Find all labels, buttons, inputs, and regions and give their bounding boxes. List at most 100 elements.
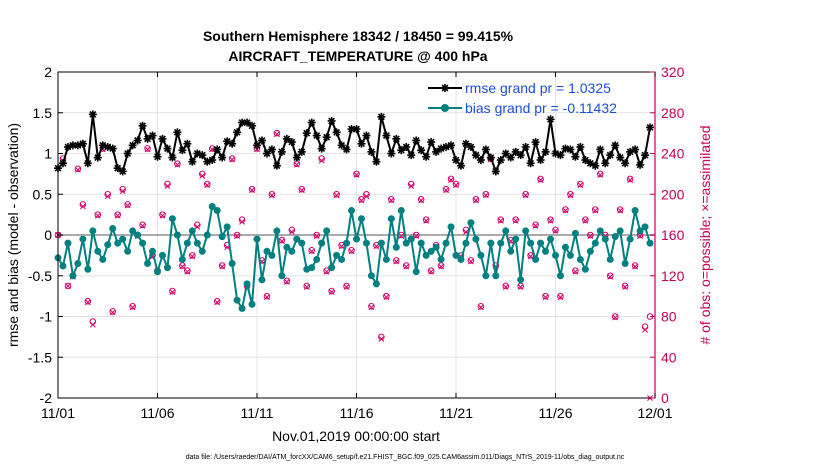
obs-assimilated-stroke (353, 171, 360, 178)
bias-point (581, 265, 589, 273)
bias-point (129, 227, 137, 235)
bias-point (636, 227, 644, 235)
obs-assimilated-stroke (249, 187, 255, 194)
rmse-point-stroke (537, 156, 545, 164)
bias-point (293, 235, 301, 243)
obs-assimilated-point (632, 263, 639, 270)
bias-point (621, 260, 629, 268)
data-file-footer: data file: /Users/raeder/DAI/ATM_forcXX/… (186, 454, 625, 461)
rmse-point-stroke (233, 128, 241, 136)
bias-point (353, 235, 360, 243)
rmse-point-stroke (109, 145, 117, 153)
bias-point (547, 235, 555, 243)
obs-assimilated-point (637, 233, 644, 239)
obs-assimilated-point (109, 309, 116, 316)
rmse-point-stroke (477, 156, 485, 164)
rmse-point-stroke (596, 145, 604, 153)
obs-possible-point (283, 277, 291, 285)
bias-point (452, 251, 460, 259)
y-right-tick-label: 320 (661, 64, 685, 80)
obs-possible-point (353, 170, 360, 178)
rmse-point-stroke (392, 135, 400, 143)
rmse-point (521, 142, 530, 151)
bias-point (308, 264, 316, 272)
bias-point (487, 239, 495, 247)
rmse-point (397, 146, 406, 155)
rmse-point-stroke (183, 140, 191, 148)
obs-assimilated-stroke (567, 192, 574, 199)
obs-assimilated-stroke (234, 233, 241, 239)
rmse-point-stroke (507, 154, 515, 162)
obs-assimilated-point (239, 218, 246, 225)
bias-point (323, 227, 331, 235)
rmse-point-stroke (457, 162, 465, 170)
obs-possible-point (64, 282, 72, 290)
obs-assimilated-point (577, 182, 584, 189)
obs-possible-point (422, 216, 430, 224)
obs-possible-point (592, 206, 599, 213)
obs-assimilated-point (104, 193, 111, 200)
obs-possible-point (139, 221, 146, 229)
obs-possible-point (248, 185, 256, 193)
rmse-point (277, 147, 286, 156)
rmse-point (506, 153, 515, 162)
obs-assimilated-stroke (333, 192, 340, 199)
obs-assimilated-point (74, 166, 81, 173)
obs-assimilated-stroke (159, 212, 166, 219)
rmse-point-stroke (482, 145, 490, 153)
rmse-point (596, 145, 605, 154)
bias-point (606, 255, 614, 263)
obs-assimilated-point (353, 171, 360, 178)
rmse-point-stroke (134, 137, 142, 144)
rmse-point-stroke (149, 132, 156, 140)
bias-point (626, 235, 634, 243)
rmse-point (297, 147, 306, 156)
bias-point (387, 215, 395, 223)
obs-possible-point (577, 180, 584, 188)
obs-assimilated-point (512, 217, 519, 224)
obs-possible-point (537, 175, 544, 183)
y-right-tick-label: 200 (661, 186, 685, 202)
bias-point (407, 235, 415, 243)
obs-assimilated-point (268, 192, 275, 199)
obs-assimilated-point (194, 223, 201, 230)
obs-possible-point (572, 267, 579, 274)
obs-possible-point (383, 292, 390, 300)
rmse-point (646, 123, 655, 132)
obs-assimilated-point (408, 183, 415, 190)
bias-point (437, 255, 445, 263)
obs-assimilated-point (418, 197, 425, 204)
bias-point (278, 272, 286, 280)
rmse-point-stroke (288, 138, 296, 146)
obs-possible-point (497, 216, 505, 224)
rmse-point-stroke (497, 156, 505, 164)
obs-assimilated-point (124, 202, 131, 209)
rmse-point (78, 139, 87, 148)
obs-assimilated-stroke (438, 263, 445, 270)
obs-assimilated-point (482, 192, 489, 199)
rmse-point (188, 157, 197, 166)
y-left-tick-label: -2 (40, 390, 53, 406)
obs-assimilated-stroke (318, 157, 325, 164)
rmse-point-stroke (512, 148, 520, 156)
y-left-tick-label: 0 (44, 227, 52, 243)
obs-assimilated-point (283, 278, 290, 285)
rmse-point-stroke (492, 167, 500, 175)
rmse-point (178, 146, 187, 155)
obs-assimilated-stroke (537, 177, 544, 183)
rmse-point-stroke (159, 135, 166, 143)
obs-assimilated-stroke (453, 182, 459, 189)
rmse-point-stroke (198, 151, 206, 159)
bias-point (348, 207, 356, 215)
rmse-point (476, 156, 485, 165)
obs-assimilated-point (288, 228, 295, 235)
bias-point (631, 207, 639, 215)
obs-possible-point (447, 175, 455, 183)
obs-assimilated-stroke (552, 227, 559, 234)
rmse-point (367, 147, 376, 156)
rmse-point-stroke (79, 140, 87, 148)
bias-point (601, 235, 609, 243)
bias-point (517, 276, 525, 284)
rmse-point (382, 131, 391, 140)
rmse-point (302, 129, 311, 138)
